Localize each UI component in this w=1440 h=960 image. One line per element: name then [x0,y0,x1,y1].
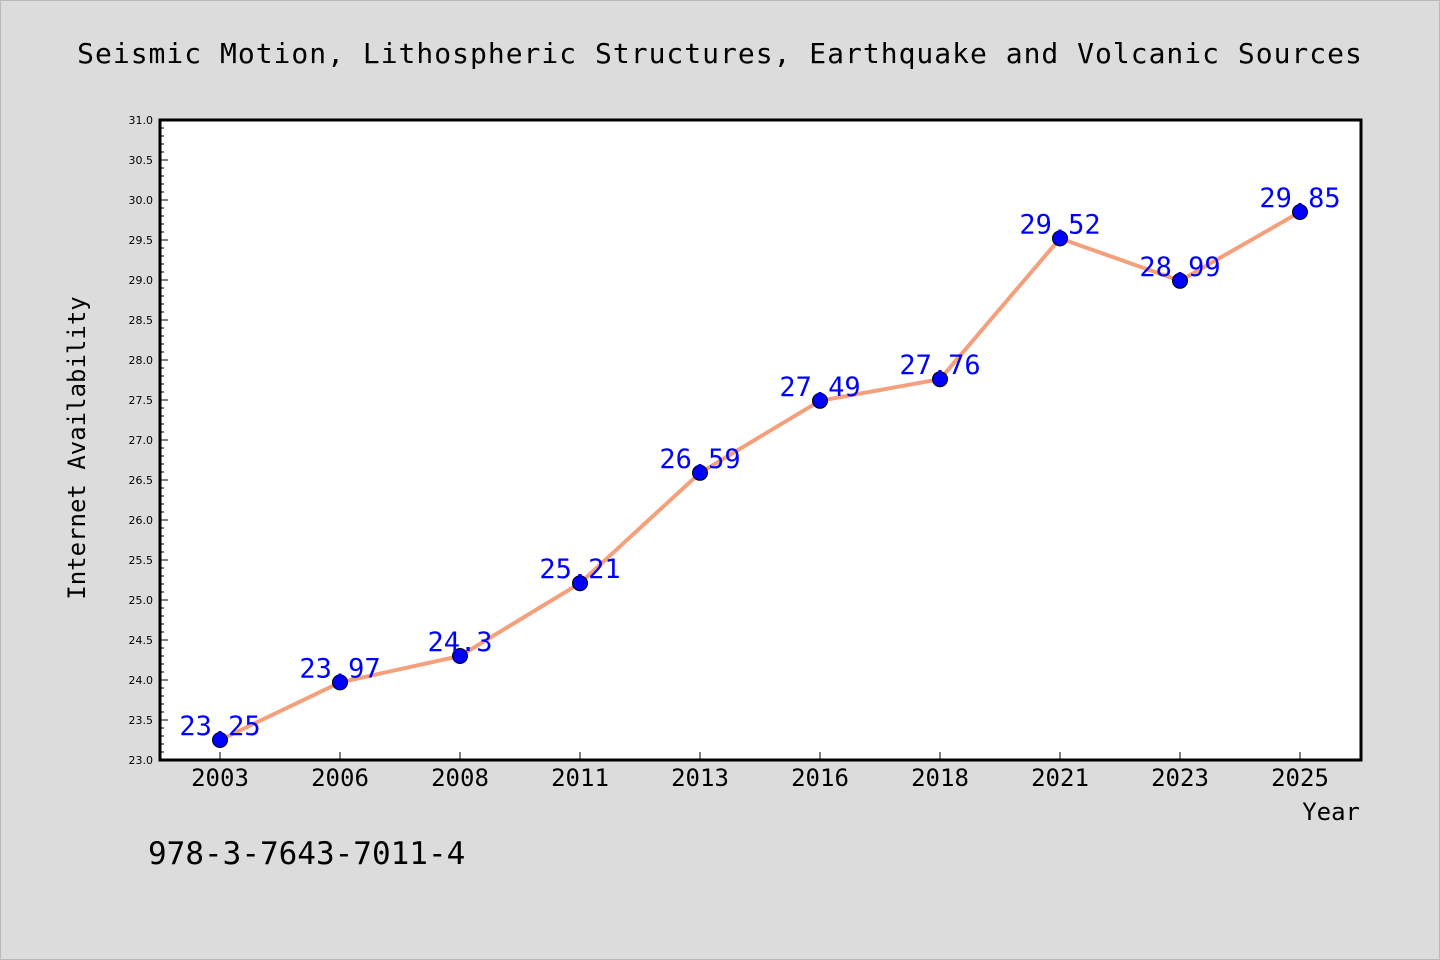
y-tick-label: 31.0 [129,114,154,127]
y-tick-label: 23.5 [129,714,154,727]
x-tick-label: 2006 [311,764,369,792]
y-tick-label: 26.0 [129,514,154,527]
data-label: 23.25 [179,711,260,742]
data-labels: 23.25 23.97 24.3 25.21 26.59 27.49 27.76 29.52 2… [179,183,1340,742]
y-tick-label: 27.0 [129,434,154,447]
x-tick-label: 2021 [1031,764,1089,792]
y-axis-ticks: 23.0 23.5 24.0 24.5 25.0 25.5 26.0 26.5 27.0 27.5… [129,114,168,767]
y-tick-label: 23.0 [129,754,154,767]
data-point [212,732,228,748]
data-label: 25.21 [539,554,620,585]
data-point [452,648,468,664]
y-tick-label: 24.0 [129,674,154,687]
data-label: 27.76 [899,350,980,381]
data-label: 26.59 [659,444,740,475]
y-tick-label: 29.0 [129,274,154,287]
data-label: 24.3 [427,627,492,658]
x-tick-label: 2011 [551,764,609,792]
x-tick-label: 2025 [1271,764,1329,792]
y-tick-label: 27.5 [129,394,154,407]
data-point [1292,204,1308,220]
data-point [1172,272,1188,289]
series-line [218,210,1302,742]
y-tick-label: 28.5 [129,314,154,327]
isbn-label: 978-3-7643-7011-4 [148,836,465,872]
x-tick-label: 2013 [671,764,729,792]
x-tick-label: 2016 [791,764,849,792]
x-tick-label: 2008 [431,764,489,792]
plot-area [160,120,1361,760]
data-label: 29.85 [1259,183,1340,214]
x-tick-label: 2018 [911,764,969,792]
y-axis-label: Internet Availability [63,296,91,599]
y-tick-label: 29.5 [129,234,154,247]
data-label: 29.52 [1019,209,1100,240]
x-tick-label: 2003 [191,764,249,792]
data-point [812,392,828,409]
data-point [692,464,708,481]
y-tick-label: 30.5 [129,154,154,167]
data-point [1052,230,1068,247]
chart-title: Seismic Motion, Lithospheric Structures,… [77,37,1363,70]
data-point [572,575,588,592]
data-point [932,371,948,388]
data-point [332,674,348,691]
data-label: 27.49 [779,372,860,403]
plot-border [158,118,1363,762]
y-tick-label: 25.0 [129,594,154,607]
y-tick-label: 26.5 [129,474,154,487]
data-markers [212,204,1308,748]
y-tick-label: 24.5 [129,634,154,647]
y-tick-label: 28.0 [129,354,154,367]
x-axis-label: Year [1302,798,1360,826]
data-label: 23.97 [299,653,380,684]
data-label: 28.99 [1139,252,1220,283]
y-tick-label: 25.5 [129,554,154,567]
y-tick-label: 30.0 [129,194,154,207]
x-tick-label: 2023 [1151,764,1209,792]
